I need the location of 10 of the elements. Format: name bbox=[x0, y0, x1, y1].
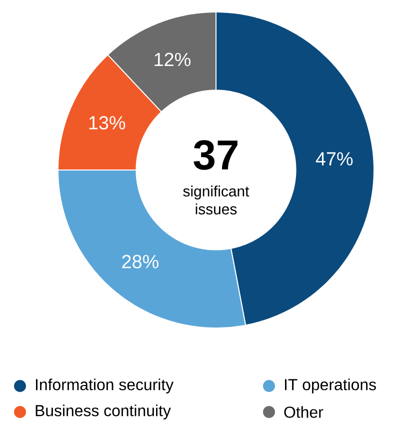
text: 37 bbox=[194, 140, 238, 170]
data-label: 13% bbox=[89, 116, 126, 130]
legend-label: Business continuity bbox=[36, 404, 171, 420]
data-label: 28% bbox=[122, 254, 158, 268]
text: significant issues bbox=[183, 186, 250, 214]
data-label: 47% bbox=[316, 152, 353, 166]
legend-label: Information security bbox=[36, 378, 174, 394]
legend-label: Other bbox=[284, 406, 324, 418]
data-label: 12% bbox=[154, 52, 190, 66]
legend-label: IT operations bbox=[284, 378, 376, 394]
